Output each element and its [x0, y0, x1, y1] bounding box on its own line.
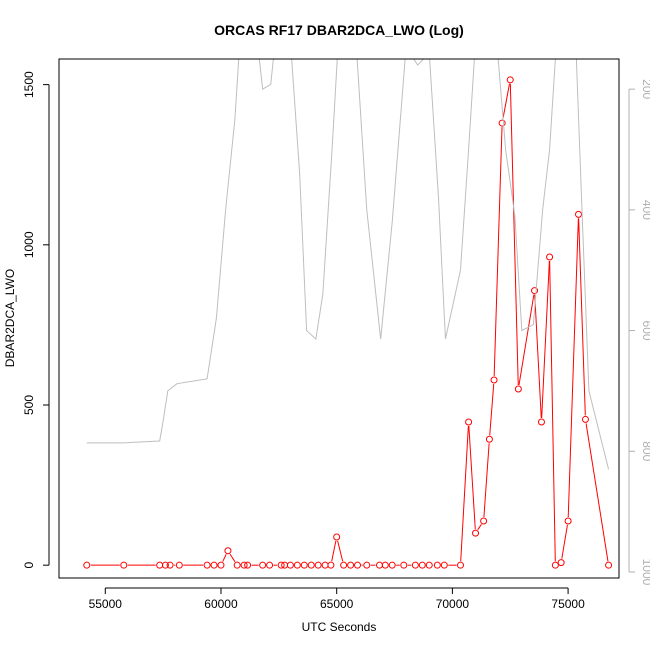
series-segment	[585, 423, 609, 562]
y2-tick-label: 200	[640, 79, 650, 99]
data-point	[307, 561, 315, 569]
data-point	[546, 253, 554, 261]
series-segment	[331, 540, 337, 562]
data-point	[266, 561, 274, 569]
data-point	[490, 376, 498, 384]
series-segment	[534, 294, 542, 419]
series-segment	[578, 218, 586, 416]
chart-title: ORCAS RF17 DBAR2DCA_LWO (Log)	[214, 22, 464, 38]
data-point	[156, 561, 164, 569]
data-point	[347, 561, 355, 569]
y-tick-label: 1000	[22, 231, 36, 258]
data-point	[375, 561, 383, 569]
x-tick-label: 65000	[320, 597, 354, 611]
data-point	[388, 561, 396, 569]
data-point	[300, 561, 308, 569]
data-point	[120, 561, 128, 569]
data-point	[175, 561, 183, 569]
data-point	[506, 76, 514, 84]
series-segment	[509, 83, 519, 385]
data-point	[557, 559, 565, 567]
series-segment	[561, 524, 568, 559]
x-axis-label: UTC Seconds	[302, 620, 377, 634]
y2-tick-label: 800	[640, 441, 650, 461]
data-point	[456, 561, 464, 569]
y-tick-label: 500	[22, 395, 36, 415]
series-segment	[518, 294, 535, 386]
data-point	[293, 561, 301, 569]
data-point	[286, 561, 294, 569]
data-point	[321, 561, 329, 569]
series-segment	[493, 127, 503, 377]
data-point	[605, 561, 613, 569]
data-point	[244, 561, 252, 569]
data-point	[581, 415, 589, 423]
data-point	[166, 561, 174, 569]
data-point	[575, 210, 583, 218]
series-segment	[541, 260, 550, 419]
data-point	[400, 561, 408, 569]
data-point	[498, 119, 506, 127]
data-point	[551, 561, 559, 569]
data-point	[203, 561, 211, 569]
data-point	[433, 561, 441, 569]
data-point	[363, 561, 371, 569]
series-segment	[229, 553, 236, 563]
x-tick-label: 75000	[551, 597, 585, 611]
data-point	[472, 529, 480, 537]
data-point	[333, 533, 341, 541]
series-segment	[468, 425, 476, 530]
series-segment	[477, 524, 482, 531]
data-point	[277, 561, 285, 569]
data-point	[480, 517, 488, 525]
data-point	[240, 561, 248, 569]
series-segment	[549, 260, 556, 562]
data-point	[83, 561, 91, 569]
y-tick-label: 0	[22, 562, 36, 569]
data-point	[465, 418, 473, 426]
x-tick-label: 60000	[204, 597, 238, 611]
data-point	[411, 561, 419, 569]
data-point	[514, 385, 522, 393]
series-segment	[460, 425, 469, 562]
y2-tick-label: 1000	[640, 559, 650, 586]
series-segment	[502, 83, 510, 120]
data-point	[259, 561, 267, 569]
data-point	[485, 435, 493, 443]
x-tick-label: 55000	[89, 597, 123, 611]
data-point	[340, 561, 348, 569]
x-tick-label: 70000	[436, 597, 470, 611]
series-segment	[222, 554, 227, 562]
series-line-secondary	[86, 59, 610, 470]
data-point	[531, 287, 539, 295]
data-point	[327, 561, 335, 569]
data-point	[418, 561, 426, 569]
y-tick-label: 1500	[22, 71, 36, 98]
y-axis: 0 500 1000 1500	[22, 71, 50, 569]
data-point	[537, 418, 545, 426]
y2-tick-label: 400	[640, 200, 650, 220]
data-point	[314, 561, 322, 569]
series-segment	[337, 540, 344, 562]
y2-tick-label: 600	[640, 321, 650, 341]
data-point	[233, 561, 241, 569]
data-point	[224, 547, 232, 555]
data-point	[217, 561, 225, 569]
x-axis: 55000 60000 65000 70000 75000	[89, 587, 585, 611]
plot-area	[83, 59, 613, 569]
data-point	[440, 561, 448, 569]
y2-axis: 200 400 600 800 1000	[628, 79, 650, 586]
data-point	[425, 561, 433, 569]
data-point	[381, 561, 389, 569]
plot-frame	[58, 58, 620, 579]
series-segment	[489, 383, 495, 436]
data-point	[354, 561, 362, 569]
y-axis-label: DBAR2DCA_LWO	[3, 269, 17, 367]
data-point	[564, 517, 572, 525]
data-point	[161, 561, 169, 569]
series-segment	[567, 218, 579, 517]
data-point	[210, 561, 218, 569]
series-segment	[483, 443, 490, 518]
